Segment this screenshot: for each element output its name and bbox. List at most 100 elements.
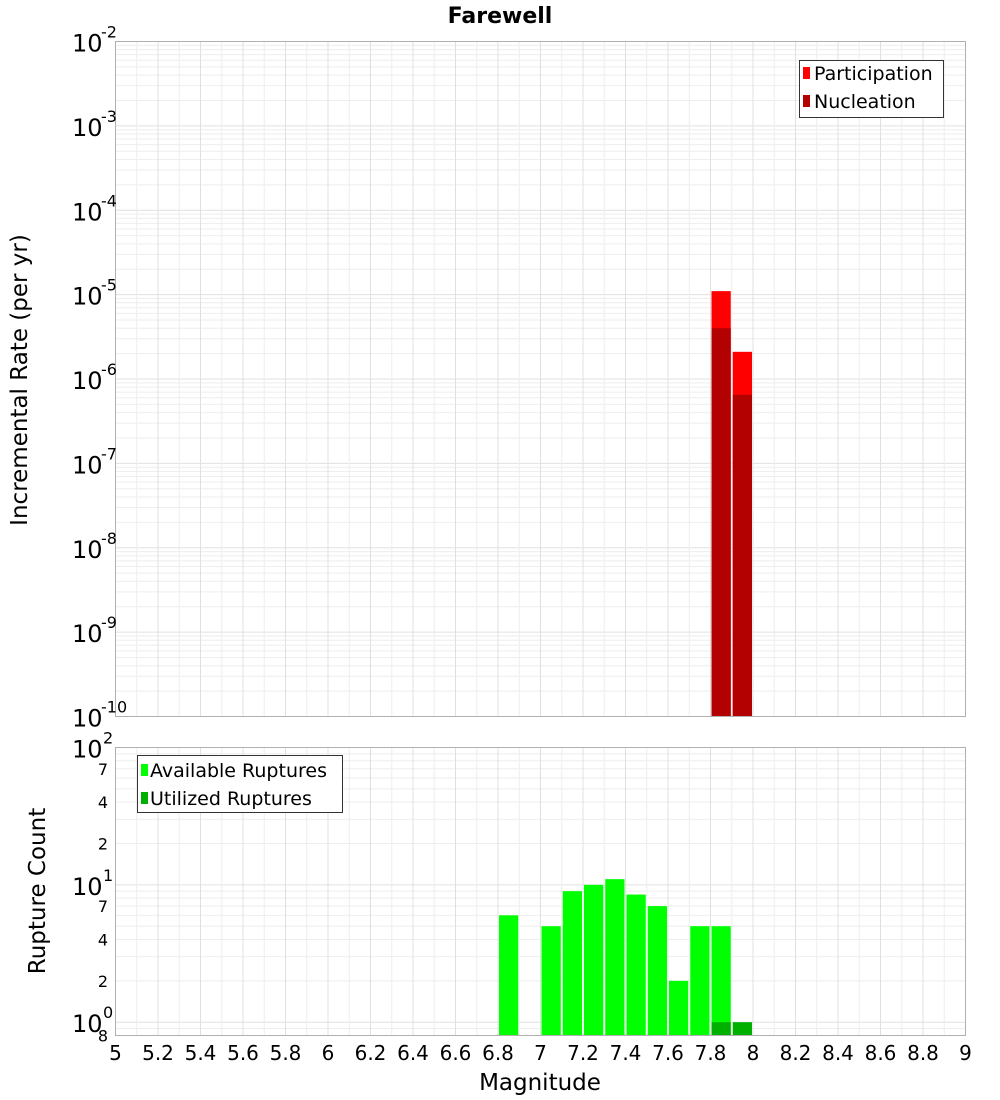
participation-legend-swatch (803, 67, 810, 79)
nucleation-bar (732, 394, 752, 717)
available-ruptures-bar (605, 879, 625, 1036)
x-tick-label: 5.6 (227, 1041, 259, 1065)
bottom-y-tick-label: 10 1 (72, 866, 113, 901)
x-axis-ticks: 5 5.2 5.4 5.6 5.8 6 6.2 6.4 6.6 6.8 7 7.2 7.4 7.6 7.8 8… (109, 1041, 972, 1065)
bottom-y-minor-tick-label: 4 (98, 793, 108, 812)
y-tick-base: 10 (72, 30, 103, 58)
available-ruptures-bar (711, 926, 731, 1036)
available-ruptures-bar (499, 915, 519, 1036)
y-tick-exponent: -4 (101, 191, 117, 210)
participation-legend-label: Participation (814, 63, 933, 85)
x-tick-label: 7.2 (567, 1041, 599, 1065)
top-y-tick-label: 10-3 (72, 107, 117, 142)
utilized-ruptures-bar (711, 1022, 731, 1036)
y-tick-base: 10 (72, 367, 103, 395)
x-tick-label: 5.2 (142, 1041, 174, 1065)
y-tick-exponent: -7 (101, 444, 117, 463)
top-y-tick-label: 10-8 (72, 529, 117, 564)
bottom-panel-bars (499, 879, 752, 1036)
available-ruptures-bar (584, 884, 604, 1036)
top-y-tick-label: 10-10 (72, 698, 127, 733)
y-tick-base: 10 (72, 736, 103, 764)
bottom-legend-box (137, 755, 343, 813)
top-y-tick-label: 10-2 (72, 23, 117, 58)
top-y-tick-label: 10-5 (72, 276, 117, 311)
y-tick-exponent: -5 (101, 276, 117, 295)
y-tick-exponent: 1 (103, 866, 113, 885)
y-tick-exponent: -2 (101, 23, 117, 42)
top-y-tick-label: 10-6 (72, 360, 117, 395)
utilized-ruptures-legend-swatch (141, 792, 148, 804)
available-ruptures-bar (669, 980, 689, 1036)
x-tick-label: 9 (959, 1041, 972, 1065)
bottom-y-minor-tick-label: 4 (98, 931, 108, 950)
x-tick-label: 7.4 (610, 1041, 642, 1065)
y-tick-base: 10 (72, 283, 103, 311)
y-tick-base: 10 (72, 620, 103, 648)
chart-title: Farewell (448, 4, 553, 29)
top-y-axis-label: Incremental Rate (per yr) (7, 234, 33, 526)
y-tick-base: 10 (72, 1010, 103, 1038)
y-tick-base: 10 (72, 536, 103, 564)
available-ruptures-bar (541, 926, 561, 1036)
available-ruptures-bar (647, 906, 667, 1036)
y-tick-base: 10 (72, 451, 103, 479)
x-tick-label: 5.4 (185, 1041, 217, 1065)
x-tick-label: 7 (534, 1041, 547, 1065)
y-tick-base: 10 (72, 705, 103, 733)
bottom-y-minor-tick-label: 7 (98, 760, 108, 779)
y-tick-base: 10 (72, 198, 103, 226)
nucleation-bar (711, 328, 731, 717)
bottom-y-tick-label: 10 0 (72, 1003, 113, 1038)
available-ruptures-legend-label: Available Ruptures (150, 760, 327, 782)
y-tick-base: 10 (72, 873, 103, 901)
x-tick-label: 6.2 (355, 1041, 387, 1065)
available-ruptures-bar (626, 894, 646, 1036)
y-tick-exponent: -10 (101, 698, 127, 717)
y-tick-exponent: 2 (103, 729, 113, 748)
x-tick-label: 8.2 (780, 1041, 812, 1065)
x-tick-label: 6.8 (482, 1041, 514, 1065)
nucleation-legend-label: Nucleation (814, 91, 916, 113)
available-ruptures-legend-swatch (141, 764, 148, 776)
bottom-y-minor-tick-label: 7 (98, 897, 108, 916)
available-ruptures-bar (562, 891, 582, 1036)
x-tick-label: 6.6 (440, 1041, 472, 1065)
top-y-tick-label: 10-7 (72, 444, 117, 479)
top-legend-box (799, 60, 944, 118)
top-y-tick-label: 10-4 (72, 191, 117, 226)
x-tick-label: 6 (322, 1041, 335, 1065)
x-tick-label: 8.4 (822, 1041, 854, 1065)
x-tick-label: 7.6 (652, 1041, 684, 1065)
x-tick-label: 5 (109, 1041, 122, 1065)
y-tick-exponent: -6 (101, 360, 117, 379)
top-legend: Participation Nucleation (799, 60, 944, 118)
top-panel-frame (115, 41, 966, 717)
y-tick-exponent: 0 (103, 1003, 113, 1022)
y-tick-exponent: -8 (101, 529, 117, 548)
bottom-y-minor-tick-label: 2 (98, 972, 108, 991)
y-tick-base: 10 (72, 114, 103, 142)
available-ruptures-bar (690, 926, 710, 1036)
utilized-ruptures-bar (732, 1022, 752, 1036)
top-panel-bars (711, 291, 752, 717)
x-tick-label: 8 (747, 1041, 760, 1065)
top-panel-grid (115, 41, 966, 717)
bottom-panel-frame (115, 747, 966, 1036)
x-tick-label: 8.6 (865, 1041, 897, 1065)
bottom-y-minor-tick-label: 8 (98, 1027, 108, 1046)
utilized-ruptures-legend-label: Utilized Ruptures (150, 788, 312, 810)
y-tick-exponent: -9 (101, 613, 117, 632)
top-panel-y-ticks: 10-210-310-410-510-610-710-810-910-10 (72, 23, 127, 733)
nucleation-legend-swatch (803, 95, 810, 107)
x-tick-label: 6.4 (397, 1041, 429, 1065)
y-tick-exponent: -3 (101, 107, 117, 126)
x-axis-label: Magnitude (479, 1070, 601, 1096)
bottom-y-tick-label: 10 2 (72, 729, 113, 764)
bottom-y-axis-label: Rupture Count (25, 808, 51, 974)
x-tick-label: 7.8 (695, 1041, 727, 1065)
bottom-legend: Available Ruptures Utilized Ruptures (137, 755, 343, 813)
x-tick-label: 5.8 (270, 1041, 302, 1065)
